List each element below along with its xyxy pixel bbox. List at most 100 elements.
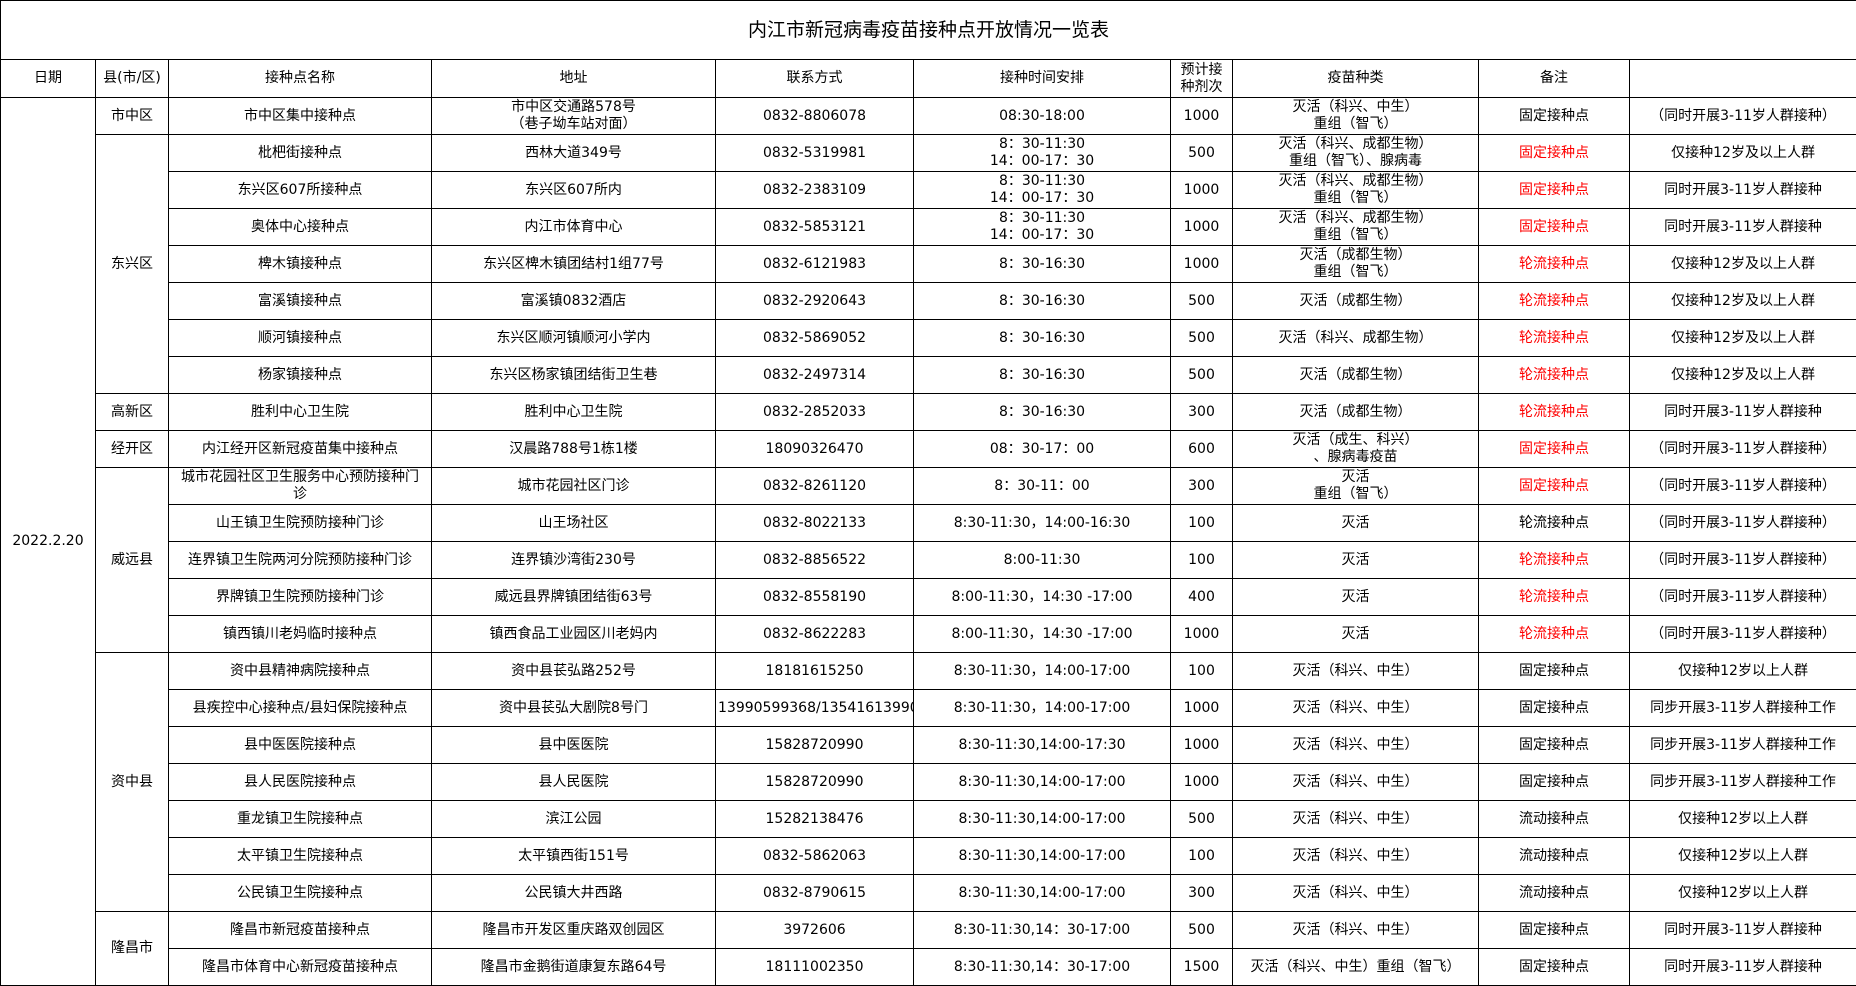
vaccine-cell: 灭活（科兴、中生） bbox=[1233, 875, 1479, 912]
address-cell: 威远县界牌镇团结街63号 bbox=[432, 579, 716, 616]
time-cell: 8：30-16:30 bbox=[914, 320, 1171, 357]
doses-cell: 600 bbox=[1171, 431, 1233, 468]
name-cell: 连界镇卫生院两河分院预防接种门诊 bbox=[169, 542, 432, 579]
vaccine-cell: 灭活（科兴、成都生物） 重组（智飞） bbox=[1233, 172, 1479, 209]
time-cell: 8：30-16:30 bbox=[914, 246, 1171, 283]
address-cell: 富溪镇0832酒店 bbox=[432, 283, 716, 320]
name-cell: 隆昌市体育中心新冠疫苗接种点 bbox=[169, 949, 432, 986]
vaccine-cell: 灭活（成生、科兴） 、腺病毒疫苗 bbox=[1233, 431, 1479, 468]
time-cell: 8:30-11:30,14：30-17:00 bbox=[914, 949, 1171, 986]
extra-cell: （同时开展3-11岁人群接种） bbox=[1630, 579, 1856, 616]
note-cell: 流动接种点 bbox=[1479, 875, 1630, 912]
header-cell: 接种时间安排 bbox=[914, 60, 1171, 98]
address-cell: 东兴区607所内 bbox=[432, 172, 716, 209]
extra-cell: 仅接种12岁以上人群 bbox=[1630, 801, 1856, 838]
time-cell: 8：30-11:30 14：00-17：30 bbox=[914, 135, 1171, 172]
phone-cell: 15282138476 bbox=[716, 801, 914, 838]
time-cell: 8:30-11:30,14：30-17:00 bbox=[914, 912, 1171, 949]
extra-cell: （同时开展3-11岁人群接种） bbox=[1630, 468, 1856, 505]
vaccine-cell: 灭活（科兴、中生）重组（智飞） bbox=[1233, 949, 1479, 986]
doses-cell: 500 bbox=[1171, 912, 1233, 949]
address-cell: 滨江公园 bbox=[432, 801, 716, 838]
header-cell: 县(市/区) bbox=[96, 60, 169, 98]
phone-cell: 0832-8790615 bbox=[716, 875, 914, 912]
county-cell: 市中区 bbox=[96, 98, 169, 135]
phone-cell: 3972606 bbox=[716, 912, 914, 949]
vaccine-cell: 灭活 bbox=[1233, 505, 1479, 542]
address-cell: 县中医医院 bbox=[432, 727, 716, 764]
vaccine-cell: 灭活（成都生物） bbox=[1233, 394, 1479, 431]
extra-cell: 同时开展3-11岁人群接种 bbox=[1630, 172, 1856, 209]
time-cell: 8:30-11:30,14:00-17:00 bbox=[914, 875, 1171, 912]
phone-cell: 0832-2497314 bbox=[716, 357, 914, 394]
doses-cell: 100 bbox=[1171, 505, 1233, 542]
time-cell: 8:30-11:30，14:00-17:00 bbox=[914, 690, 1171, 727]
phone-cell: 15828720990 bbox=[716, 727, 914, 764]
name-cell: 重龙镇卫生院接种点 bbox=[169, 801, 432, 838]
address-cell: 城市花园社区门诊 bbox=[432, 468, 716, 505]
header-row: 日期县(市/区)接种点名称地址联系方式接种时间安排预计接 种剂次疫苗种类备注 bbox=[1, 60, 1856, 98]
vaccine-cell: 灭活（成都生物） 重组（智飞） bbox=[1233, 246, 1479, 283]
phone-cell: 0832-5319981 bbox=[716, 135, 914, 172]
vaccine-cell: 灭活 bbox=[1233, 542, 1479, 579]
county-cell: 威远县 bbox=[96, 468, 169, 653]
extra-cell: 仅接种12岁以上人群 bbox=[1630, 875, 1856, 912]
note-cell: 固定接种点 bbox=[1479, 135, 1630, 172]
address-cell: 东兴区顺河镇顺河小学内 bbox=[432, 320, 716, 357]
extra-cell: 仅接种12岁及以上人群 bbox=[1630, 135, 1856, 172]
note-cell: 固定接种点 bbox=[1479, 690, 1630, 727]
county-cell: 隆昌市 bbox=[96, 912, 169, 986]
time-cell: 8：30-16:30 bbox=[914, 357, 1171, 394]
time-cell: 8:30-11:30,14:00-17:30 bbox=[914, 727, 1171, 764]
time-cell: 8:00-11:30 bbox=[914, 542, 1171, 579]
time-cell: 8：30-11：00 bbox=[914, 468, 1171, 505]
address-cell: 市中区交通路578号 （巷子坳车站对面） bbox=[432, 98, 716, 135]
note-cell: 流动接种点 bbox=[1479, 801, 1630, 838]
time-cell: 8:00-11:30，14:30 -17:00 bbox=[914, 616, 1171, 653]
doses-cell: 300 bbox=[1171, 875, 1233, 912]
title-row: 内江市新冠病毒疫苗接种点开放情况一览表 bbox=[1, 1, 1856, 60]
vaccine-cell: 灭活（科兴、中生） bbox=[1233, 690, 1479, 727]
address-cell: 西林大道349号 bbox=[432, 135, 716, 172]
name-cell: 界牌镇卫生院预防接种门诊 bbox=[169, 579, 432, 616]
doses-cell: 500 bbox=[1171, 135, 1233, 172]
time-cell: 08:30-18:00 bbox=[914, 98, 1171, 135]
note-cell: 轮流接种点 bbox=[1479, 320, 1630, 357]
doses-cell: 500 bbox=[1171, 801, 1233, 838]
doses-cell: 100 bbox=[1171, 653, 1233, 690]
address-cell: 镇西食品工业园区川老妈内 bbox=[432, 616, 716, 653]
doses-cell: 500 bbox=[1171, 283, 1233, 320]
doses-cell: 1000 bbox=[1171, 690, 1233, 727]
extra-cell: 仅接种12岁及以上人群 bbox=[1630, 357, 1856, 394]
phone-cell: 0832-5862063 bbox=[716, 838, 914, 875]
doses-cell: 1000 bbox=[1171, 616, 1233, 653]
extra-cell: 同时开展3-11岁人群接种 bbox=[1630, 949, 1856, 986]
note-cell: 轮流接种点 bbox=[1479, 246, 1630, 283]
phone-cell: 0832-8856522 bbox=[716, 542, 914, 579]
time-cell: 8：30-16:30 bbox=[914, 394, 1171, 431]
vaccine-cell: 灭活（科兴、成都生物） 重组（智飞） bbox=[1233, 209, 1479, 246]
name-cell: 公民镇卫生院接种点 bbox=[169, 875, 432, 912]
phone-cell: 18090326470 bbox=[716, 431, 914, 468]
phone-cell: 0832-5869052 bbox=[716, 320, 914, 357]
doses-cell: 1000 bbox=[1171, 764, 1233, 801]
extra-cell: （同时开展3-11岁人群接种） bbox=[1630, 98, 1856, 135]
address-cell: 太平镇西街151号 bbox=[432, 838, 716, 875]
time-cell: 8：30-11:30 14：00-17：30 bbox=[914, 172, 1171, 209]
note-cell: 轮流接种点 bbox=[1479, 357, 1630, 394]
vaccine-cell: 灭活 bbox=[1233, 616, 1479, 653]
time-cell: 8:30-11:30,14:00-17:00 bbox=[914, 801, 1171, 838]
doses-cell: 300 bbox=[1171, 394, 1233, 431]
note-cell: 固定接种点 bbox=[1479, 764, 1630, 801]
doses-cell: 1500 bbox=[1171, 949, 1233, 986]
